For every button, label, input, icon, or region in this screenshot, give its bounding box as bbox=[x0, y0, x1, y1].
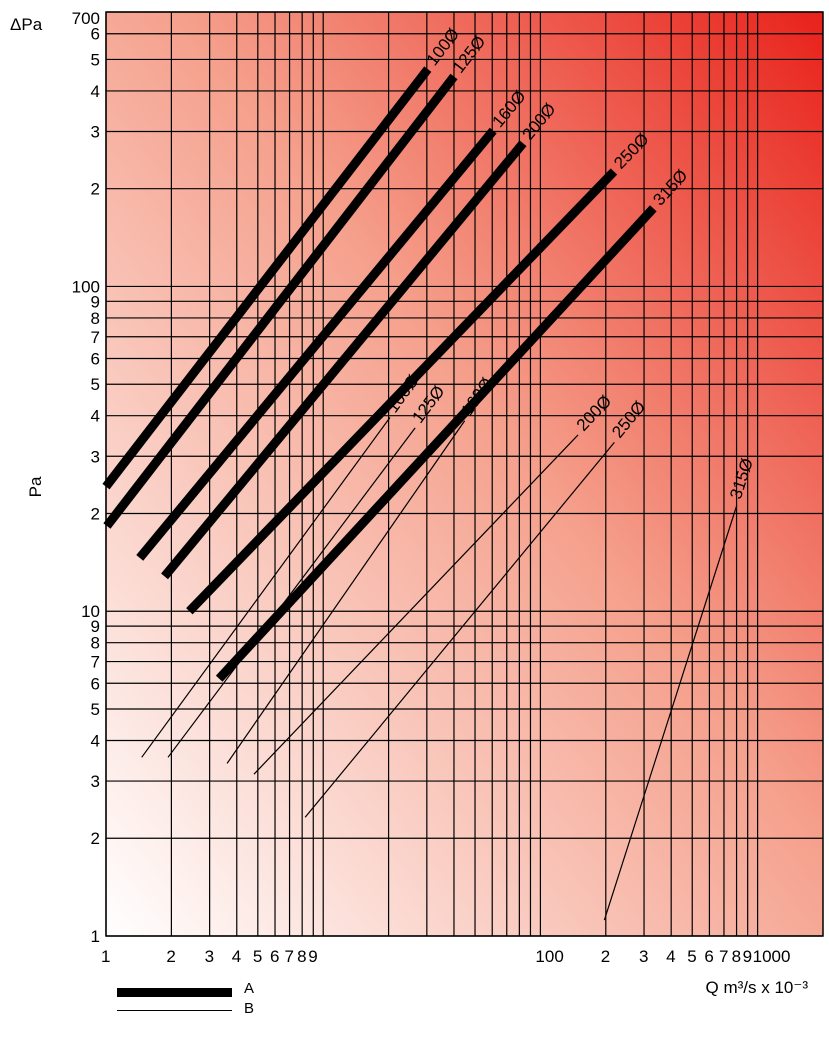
y-axis-top-label: ΔPa bbox=[10, 15, 43, 34]
series-line-a bbox=[102, 66, 432, 490]
series-line-b bbox=[253, 434, 579, 775]
legend-label-a: A bbox=[244, 980, 255, 997]
x-tick-label: 5 bbox=[253, 947, 262, 966]
x-tick-label: 9 bbox=[743, 947, 752, 966]
x-tick-labels: 1 2 3 4 5 6 7 8 9 100 2 3 4 5 6 7 8 9 1000 bbox=[101, 947, 790, 966]
plot-frame bbox=[105, 11, 824, 937]
legend-label-b: B bbox=[244, 1000, 255, 1017]
x-tick-label: 9 bbox=[308, 947, 317, 966]
x-tick-label: 1000 bbox=[753, 947, 791, 966]
x-tick-label: 3 bbox=[639, 947, 648, 966]
x-tick-label: 8 bbox=[297, 947, 306, 966]
x-tick-label: 4 bbox=[232, 947, 241, 966]
y-tick-label: 4 bbox=[91, 82, 100, 101]
series-line-a bbox=[186, 168, 618, 615]
x-tick-label: 2 bbox=[601, 947, 610, 966]
series-line-b bbox=[226, 420, 466, 764]
y-tick-label: 5 bbox=[91, 50, 100, 69]
x-tick-label: 100 bbox=[535, 947, 563, 966]
y-tick-label: 6 bbox=[91, 25, 100, 44]
x-tick-label: 4 bbox=[666, 947, 675, 966]
y-tick-label: 100 bbox=[72, 277, 100, 296]
series-line-a bbox=[103, 73, 458, 529]
x-tick-label: 7 bbox=[285, 947, 294, 966]
legend-line-b bbox=[117, 1010, 232, 1011]
y-tick-label: 7 bbox=[91, 653, 100, 672]
x-tick-label: 1 bbox=[101, 947, 110, 966]
series-line-a bbox=[136, 127, 497, 561]
x-tick-label: 2 bbox=[166, 947, 175, 966]
y-tick-label: 2 bbox=[91, 504, 100, 523]
y-tick-label: 5 bbox=[91, 375, 100, 394]
y-axis-label: Pa bbox=[26, 476, 45, 497]
x-tick-label: 8 bbox=[732, 947, 741, 966]
x-tick-label: 6 bbox=[704, 947, 713, 966]
y-tick-label: 8 bbox=[91, 309, 100, 328]
x-tick-label: 7 bbox=[719, 947, 728, 966]
y-tick-label: 4 bbox=[91, 731, 100, 750]
y-tick-label: 6 bbox=[91, 674, 100, 693]
legend-line-a bbox=[117, 988, 232, 997]
y-tick-label: 700 bbox=[72, 9, 100, 28]
x-axis-label: Q m³/s x 10⁻³ bbox=[706, 978, 809, 997]
y-tick-label: 8 bbox=[91, 634, 100, 653]
y-tick-label: 10 bbox=[81, 602, 100, 621]
y-tick-label: 5 bbox=[91, 700, 100, 719]
y-tick-label: 9 bbox=[91, 617, 100, 636]
series-line-a bbox=[215, 205, 657, 682]
y-tick-label: 4 bbox=[91, 407, 100, 426]
y-tick-label: 6 bbox=[91, 350, 100, 369]
x-tick-label: 6 bbox=[270, 947, 279, 966]
series-line-b bbox=[603, 505, 738, 921]
x-tick-label: 5 bbox=[687, 947, 696, 966]
y-tick-label: 3 bbox=[91, 123, 100, 142]
y-tick-label: 1 bbox=[91, 927, 100, 946]
y-tick-label: 2 bbox=[91, 829, 100, 848]
y-tick-label: 2 bbox=[91, 180, 100, 199]
y-tick-label: 7 bbox=[91, 328, 100, 347]
series-line-b bbox=[167, 427, 416, 758]
y-tick-label: 9 bbox=[91, 292, 100, 311]
series-line-b bbox=[304, 442, 615, 818]
x-tick-label: 3 bbox=[205, 947, 214, 966]
series-line-a bbox=[161, 140, 527, 580]
series-line-b bbox=[141, 417, 391, 758]
y-tick-label: 3 bbox=[91, 772, 100, 791]
y-tick-label: 3 bbox=[91, 447, 100, 466]
